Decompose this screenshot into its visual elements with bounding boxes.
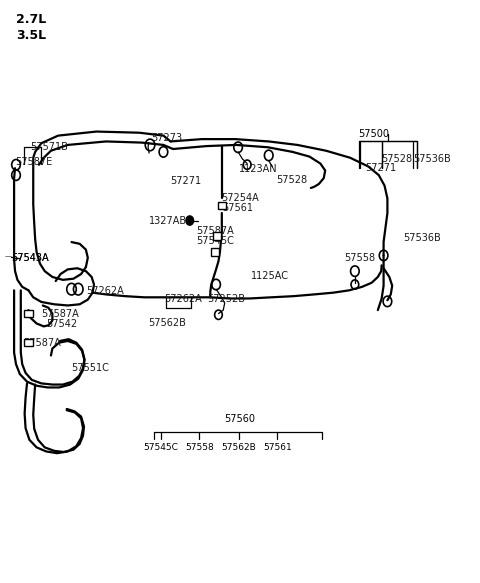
Text: 57562B: 57562B — [222, 442, 256, 452]
Text: 1123AN: 1123AN — [239, 164, 277, 174]
Text: 57587A: 57587A — [24, 338, 61, 347]
Text: 1327AB: 1327AB — [149, 216, 187, 226]
Text: 57271: 57271 — [365, 163, 396, 173]
Text: 2.7L: 2.7L — [16, 13, 46, 26]
Bar — [24, 310, 33, 317]
Text: 57545C: 57545C — [196, 237, 234, 247]
Text: 57562B: 57562B — [148, 318, 186, 328]
Circle shape — [186, 216, 193, 225]
Text: 57271: 57271 — [170, 176, 202, 186]
Text: 57262A: 57262A — [86, 286, 124, 297]
Text: 57587A: 57587A — [41, 308, 79, 318]
Text: 57536B: 57536B — [404, 233, 442, 243]
Bar — [213, 233, 221, 240]
Text: 57571B: 57571B — [30, 142, 68, 152]
Text: 57262A: 57262A — [164, 294, 202, 304]
Text: 1125AC: 1125AC — [251, 271, 288, 281]
Text: 57587E: 57587E — [15, 157, 52, 167]
Text: 57558: 57558 — [344, 253, 375, 263]
Text: 57252B: 57252B — [207, 294, 245, 304]
Text: 57561: 57561 — [222, 203, 253, 213]
Text: 57543A: 57543A — [11, 253, 49, 263]
Text: 57542: 57542 — [46, 319, 77, 329]
Text: 57273: 57273 — [152, 133, 182, 143]
Text: 57254A: 57254A — [221, 194, 259, 203]
Text: 3.5L: 3.5L — [16, 29, 46, 41]
Text: 57543A: 57543A — [11, 253, 49, 263]
Text: 57587A: 57587A — [196, 226, 234, 236]
Text: 57528: 57528 — [382, 154, 413, 164]
Text: 57558: 57558 — [185, 442, 214, 452]
Text: 57560: 57560 — [225, 414, 255, 424]
Text: 57500: 57500 — [359, 129, 389, 139]
Bar — [211, 248, 219, 256]
Bar — [24, 339, 33, 346]
Bar — [217, 202, 226, 209]
Text: 57545C: 57545C — [144, 442, 179, 452]
Text: —: — — [4, 254, 11, 259]
Text: 57561: 57561 — [263, 442, 292, 452]
Text: 57551C: 57551C — [72, 363, 109, 373]
Text: 57536B: 57536B — [413, 154, 451, 164]
Text: 57528: 57528 — [276, 175, 307, 185]
